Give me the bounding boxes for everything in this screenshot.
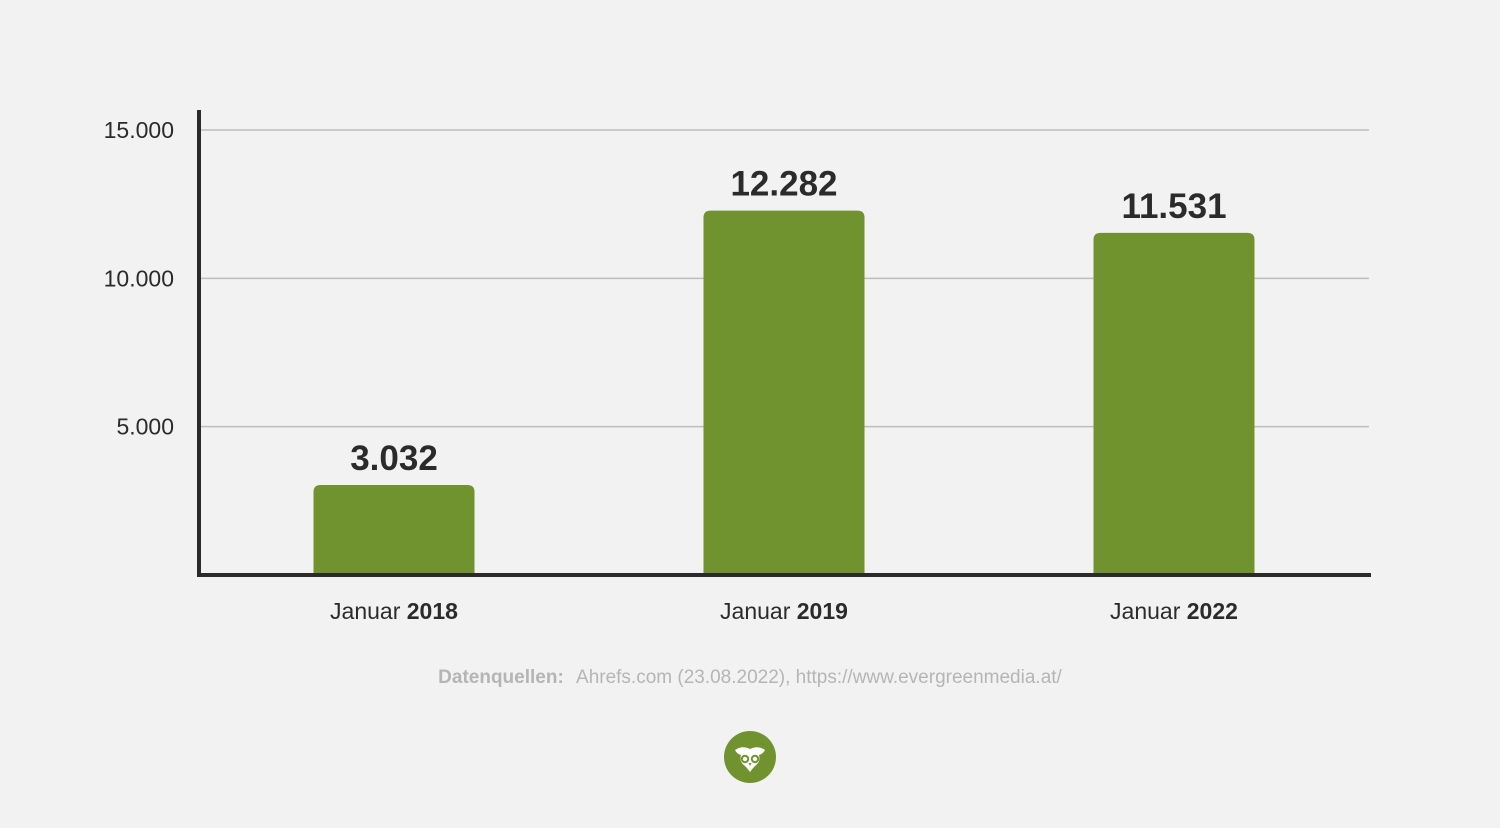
y-axis-tick-labels: 5.000 10.000 15.000 [104,117,174,440]
bar-chart: 5.000 10.000 15.000 3.032 12.282 11.531 Janu… [104,110,1371,624]
data-source-text: Ahrefs.com (23.08.2022), https://www.eve… [576,667,1062,688]
x-tick-prefix: Januar [720,598,797,624]
y-tick-label: 15.000 [104,117,174,143]
x-axis-tick-labels: Januar 2018 Januar 2019 Januar 2022 [330,598,1238,624]
x-tick-prefix: Januar [1110,598,1187,624]
data-source-note: Datenquellen: Ahrefs.com (23.08.2022), h… [0,667,1500,689]
x-tick-year: 2019 [797,598,848,624]
x-tick-label: Januar 2019 [720,598,848,624]
data-label: 3.032 [350,439,438,478]
data-labels: 3.032 12.282 11.531 [350,165,1226,478]
y-tick-label: 5.000 [116,414,174,440]
bar [313,485,475,575]
x-tick-label: Januar 2022 [1110,598,1238,624]
axes [197,110,1371,577]
data-label: 12.282 [730,165,837,204]
owl-icon [724,731,776,783]
x-tick-year: 2022 [1187,598,1238,624]
bar [1093,232,1255,575]
bars [313,210,1255,575]
y-tick-label: 10.000 [104,265,174,291]
data-source-label: Datenquellen: [438,667,564,688]
bar [703,210,865,575]
x-tick-prefix: Januar [330,598,407,624]
x-tick-year: 2018 [407,598,458,624]
x-tick-label: Januar 2018 [330,598,458,624]
data-label: 11.531 [1121,187,1226,226]
